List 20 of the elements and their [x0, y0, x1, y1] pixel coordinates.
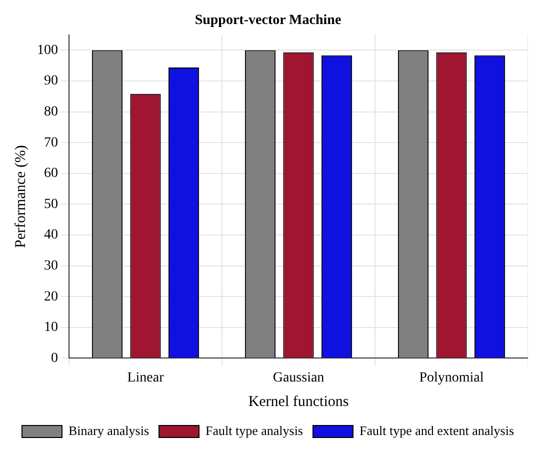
- x-tick-label: Linear: [127, 370, 164, 386]
- y-axis-title: Performance (%): [12, 145, 29, 248]
- x-tick-label: Polynomial: [419, 370, 484, 386]
- y-tick-label: 60: [44, 166, 58, 182]
- y-tick-label: 80: [44, 104, 58, 120]
- y-tick-label: 0: [51, 350, 58, 366]
- y-tick-label: 70: [44, 135, 58, 150]
- y-tick-label: 10: [44, 320, 58, 336]
- legend-label: Fault type and extent analysis: [359, 422, 514, 438]
- legend-label: Binary analysis: [68, 422, 150, 438]
- y-tick-label: 100: [37, 42, 58, 58]
- y-tick-label: 40: [44, 228, 58, 243]
- y-tick-label: 90: [44, 74, 58, 89]
- y-tick-label: 50: [44, 196, 58, 212]
- chart-title: Support-vector Machine: [194, 13, 342, 28]
- y-tick-label: 20: [44, 289, 58, 304]
- legend-label: Fault type analysis: [206, 422, 304, 438]
- x-tick-label: Gaussian: [272, 370, 324, 386]
- y-tick-label: 30: [44, 258, 58, 274]
- x-axis-title: Kernel functions: [248, 394, 349, 410]
